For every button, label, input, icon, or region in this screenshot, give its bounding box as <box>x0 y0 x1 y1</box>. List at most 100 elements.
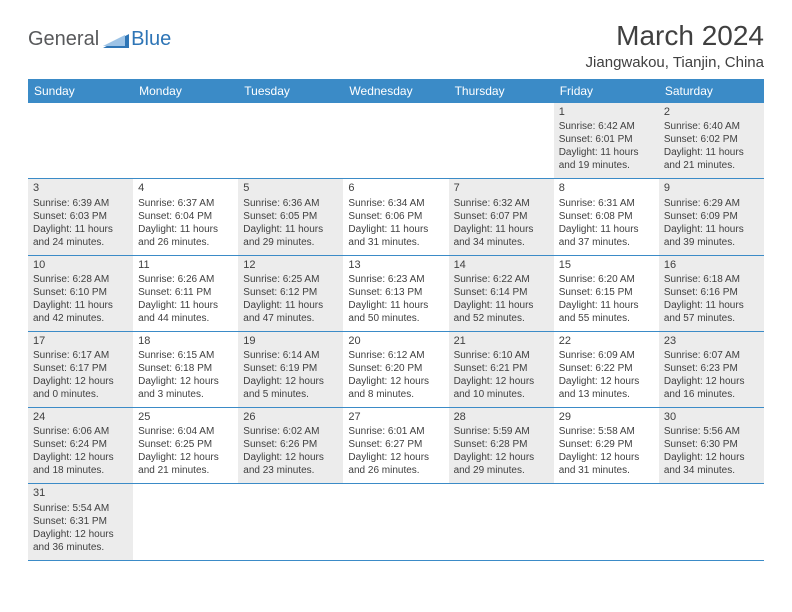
sunrise-text: Sunrise: 6:26 AM <box>138 273 233 286</box>
day-number: 27 <box>348 410 443 424</box>
sunset-text: Sunset: 6:01 PM <box>559 133 654 146</box>
calendar-day-cell: 1Sunrise: 6:42 AMSunset: 6:01 PMDaylight… <box>554 103 659 179</box>
daylight-text: Daylight: 11 hours and 26 minutes. <box>138 223 233 249</box>
calendar-week-row: 10Sunrise: 6:28 AMSunset: 6:10 PMDayligh… <box>28 255 764 331</box>
calendar-column-header: Sunday <box>28 79 133 103</box>
day-number: 7 <box>454 181 549 195</box>
daylight-text: Daylight: 11 hours and 39 minutes. <box>664 223 759 249</box>
sunrise-text: Sunrise: 6:37 AM <box>138 197 233 210</box>
calendar-week-row: 31Sunrise: 5:54 AMSunset: 6:31 PMDayligh… <box>28 484 764 560</box>
daylight-text: Daylight: 12 hours and 31 minutes. <box>559 451 654 477</box>
calendar-day-cell: 5Sunrise: 6:36 AMSunset: 6:05 PMDaylight… <box>238 179 343 255</box>
sunrise-text: Sunrise: 6:31 AM <box>559 197 654 210</box>
sunset-text: Sunset: 6:17 PM <box>33 362 128 375</box>
sunset-text: Sunset: 6:08 PM <box>559 210 654 223</box>
day-number: 8 <box>559 181 654 195</box>
day-number: 11 <box>138 258 233 272</box>
daylight-text: Daylight: 12 hours and 23 minutes. <box>243 451 338 477</box>
daylight-text: Daylight: 12 hours and 16 minutes. <box>664 375 759 401</box>
day-number: 28 <box>454 410 549 424</box>
day-number: 3 <box>33 181 128 195</box>
calendar-column-header: Tuesday <box>238 79 343 103</box>
daylight-text: Daylight: 12 hours and 34 minutes. <box>664 451 759 477</box>
sunset-text: Sunset: 6:10 PM <box>33 286 128 299</box>
sunset-text: Sunset: 6:06 PM <box>348 210 443 223</box>
sunset-text: Sunset: 6:20 PM <box>348 362 443 375</box>
calendar-week-row: 3Sunrise: 6:39 AMSunset: 6:03 PMDaylight… <box>28 179 764 255</box>
sunset-text: Sunset: 6:22 PM <box>559 362 654 375</box>
day-number: 22 <box>559 334 654 348</box>
day-number: 23 <box>664 334 759 348</box>
title-block: March 2024 Jiangwakou, Tianjin, China <box>586 20 764 71</box>
calendar-day-cell: 22Sunrise: 6:09 AMSunset: 6:22 PMDayligh… <box>554 331 659 407</box>
daylight-text: Daylight: 12 hours and 26 minutes. <box>348 451 443 477</box>
calendar-table: SundayMondayTuesdayWednesdayThursdayFrid… <box>28 79 764 561</box>
calendar-day-cell: 29Sunrise: 5:58 AMSunset: 6:29 PMDayligh… <box>554 408 659 484</box>
sunrise-text: Sunrise: 5:58 AM <box>559 425 654 438</box>
calendar-day-cell: 12Sunrise: 6:25 AMSunset: 6:12 PMDayligh… <box>238 255 343 331</box>
sunrise-text: Sunrise: 5:59 AM <box>454 425 549 438</box>
sunrise-text: Sunrise: 6:34 AM <box>348 197 443 210</box>
sunrise-text: Sunrise: 6:12 AM <box>348 349 443 362</box>
day-number: 26 <box>243 410 338 424</box>
sunrise-text: Sunrise: 6:09 AM <box>559 349 654 362</box>
day-number: 2 <box>664 105 759 119</box>
calendar-day-cell: 19Sunrise: 6:14 AMSunset: 6:19 PMDayligh… <box>238 331 343 407</box>
calendar-day-cell <box>449 103 554 179</box>
day-number: 9 <box>664 181 759 195</box>
sunset-text: Sunset: 6:27 PM <box>348 438 443 451</box>
sunrise-text: Sunrise: 6:39 AM <box>33 197 128 210</box>
sunset-text: Sunset: 6:02 PM <box>664 133 759 146</box>
calendar-day-cell: 10Sunrise: 6:28 AMSunset: 6:10 PMDayligh… <box>28 255 133 331</box>
day-number: 30 <box>664 410 759 424</box>
location-subtitle: Jiangwakou, Tianjin, China <box>586 54 764 71</box>
calendar-day-cell: 8Sunrise: 6:31 AMSunset: 6:08 PMDaylight… <box>554 179 659 255</box>
calendar-column-header: Monday <box>133 79 238 103</box>
daylight-text: Daylight: 11 hours and 55 minutes. <box>559 299 654 325</box>
sunrise-text: Sunrise: 5:54 AM <box>33 502 128 515</box>
sunrise-text: Sunrise: 6:42 AM <box>559 120 654 133</box>
day-number: 5 <box>243 181 338 195</box>
calendar-day-cell: 18Sunrise: 6:15 AMSunset: 6:18 PMDayligh… <box>133 331 238 407</box>
calendar-column-header: Thursday <box>449 79 554 103</box>
day-number: 15 <box>559 258 654 272</box>
sunset-text: Sunset: 6:16 PM <box>664 286 759 299</box>
day-number: 6 <box>348 181 443 195</box>
sunrise-text: Sunrise: 6:15 AM <box>138 349 233 362</box>
calendar-day-cell: 9Sunrise: 6:29 AMSunset: 6:09 PMDaylight… <box>659 179 764 255</box>
calendar-day-cell: 3Sunrise: 6:39 AMSunset: 6:03 PMDaylight… <box>28 179 133 255</box>
sunrise-text: Sunrise: 6:06 AM <box>33 425 128 438</box>
sunset-text: Sunset: 6:18 PM <box>138 362 233 375</box>
daylight-text: Daylight: 12 hours and 36 minutes. <box>33 528 128 554</box>
sunrise-text: Sunrise: 6:32 AM <box>454 197 549 210</box>
daylight-text: Daylight: 11 hours and 19 minutes. <box>559 146 654 172</box>
page-title: March 2024 <box>586 20 764 52</box>
calendar-day-cell: 2Sunrise: 6:40 AMSunset: 6:02 PMDaylight… <box>659 103 764 179</box>
daylight-text: Daylight: 12 hours and 0 minutes. <box>33 375 128 401</box>
sunrise-text: Sunrise: 6:40 AM <box>664 120 759 133</box>
day-number: 24 <box>33 410 128 424</box>
sunset-text: Sunset: 6:25 PM <box>138 438 233 451</box>
calendar-day-cell <box>238 103 343 179</box>
sunrise-text: Sunrise: 6:07 AM <box>664 349 759 362</box>
calendar-day-cell: 11Sunrise: 6:26 AMSunset: 6:11 PMDayligh… <box>133 255 238 331</box>
sunset-text: Sunset: 6:07 PM <box>454 210 549 223</box>
sunset-text: Sunset: 6:11 PM <box>138 286 233 299</box>
sunset-text: Sunset: 6:21 PM <box>454 362 549 375</box>
daylight-text: Daylight: 12 hours and 21 minutes. <box>138 451 233 477</box>
day-number: 1 <box>559 105 654 119</box>
daylight-text: Daylight: 11 hours and 31 minutes. <box>348 223 443 249</box>
sunrise-text: Sunrise: 6:17 AM <box>33 349 128 362</box>
sunset-text: Sunset: 6:24 PM <box>33 438 128 451</box>
calendar-day-cell: 7Sunrise: 6:32 AMSunset: 6:07 PMDaylight… <box>449 179 554 255</box>
sunset-text: Sunset: 6:30 PM <box>664 438 759 451</box>
daylight-text: Daylight: 12 hours and 5 minutes. <box>243 375 338 401</box>
daylight-text: Daylight: 12 hours and 18 minutes. <box>33 451 128 477</box>
daylight-text: Daylight: 12 hours and 3 minutes. <box>138 375 233 401</box>
calendar-day-cell: 15Sunrise: 6:20 AMSunset: 6:15 PMDayligh… <box>554 255 659 331</box>
day-number: 12 <box>243 258 338 272</box>
calendar-header-row: SundayMondayTuesdayWednesdayThursdayFrid… <box>28 79 764 103</box>
day-number: 16 <box>664 258 759 272</box>
calendar-day-cell: 16Sunrise: 6:18 AMSunset: 6:16 PMDayligh… <box>659 255 764 331</box>
daylight-text: Daylight: 11 hours and 21 minutes. <box>664 146 759 172</box>
